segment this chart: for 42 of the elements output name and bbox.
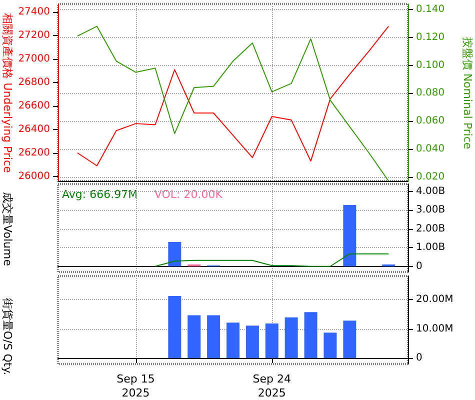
bar (265, 324, 278, 358)
y2-tick-label: 0.040 (416, 143, 445, 154)
y-tick-label: 26000 (18, 170, 50, 182)
bar (188, 315, 201, 358)
y2-axis-title: 按盤價 Nominal Price (461, 36, 474, 150)
bar (284, 317, 298, 358)
y2-tick-label: 0.120 (416, 32, 445, 43)
bar (343, 320, 356, 358)
y2-tick-label: 0.080 (416, 88, 445, 99)
y-axis-title: 相關資產價格 Underlying Price (1, 13, 14, 174)
y-tick-label: 3.00B (416, 204, 446, 216)
y-tick-label: 0 (416, 352, 422, 364)
bar (324, 332, 337, 358)
bar (246, 326, 259, 358)
y-tick-label: 27200 (18, 30, 50, 42)
x-tick-label: Sep 24 2025 (252, 372, 292, 400)
bar (207, 315, 220, 358)
y-tick-label: 10.00M (416, 323, 454, 334)
x-tick-label: Sep 15 2025 (116, 372, 155, 400)
y-tick-label: 20.00M (416, 294, 454, 305)
y-axis-title: 成交量Volume (1, 192, 14, 266)
bar (304, 312, 318, 358)
bar (168, 296, 182, 358)
line-series (154, 253, 390, 267)
y-tick-label: 26400 (18, 124, 50, 135)
y-tick-label: 26800 (18, 77, 50, 88)
y-tick-label: 26600 (18, 100, 50, 112)
y2-tick-label: 0.060 (416, 116, 445, 127)
y-tick-label: 0 (416, 260, 422, 272)
y2-tick-label: 0.020 (416, 171, 445, 182)
y2-tick-label: 0.100 (416, 60, 445, 71)
y-tick-label: 4.00B (416, 186, 446, 197)
y2-tick-label: 0.140 (416, 4, 445, 16)
bar (343, 204, 356, 266)
y-tick-label: 27400 (18, 6, 50, 18)
bar (226, 322, 240, 358)
y-tick-label: 1.00B (416, 242, 446, 254)
y-tick-label: 26200 (18, 147, 50, 158)
y-tick-label: 2.00B (416, 223, 446, 234)
bar (168, 242, 182, 266)
y-tick-label: 27000 (18, 54, 50, 65)
y-axis-title: 街貨量O/S Qty. (1, 298, 14, 376)
